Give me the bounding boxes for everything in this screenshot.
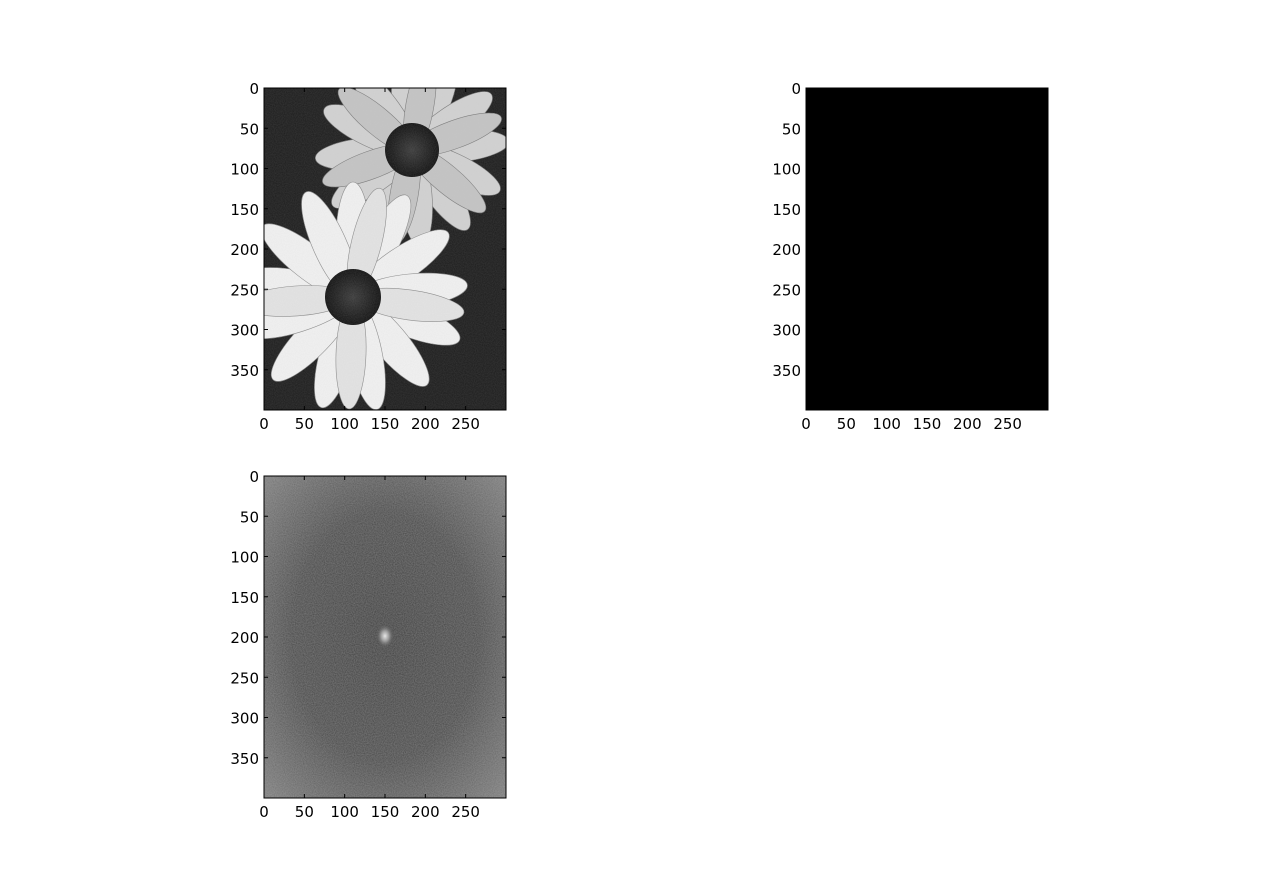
y-tick-label: 250 <box>230 669 259 687</box>
y-tick-label: 0 <box>791 80 801 98</box>
x-tick-label: 200 <box>411 803 440 821</box>
y-tick-label: 150 <box>772 201 801 219</box>
y-tick-label: 250 <box>772 281 801 299</box>
x-tick-label: 250 <box>451 415 480 433</box>
x-tick-label: 100 <box>872 415 901 433</box>
x-tick-label: 100 <box>330 415 359 433</box>
y-tick-label: 300 <box>230 710 259 728</box>
y-tick-label: 0 <box>249 80 259 98</box>
y-tick-labels: 0 50 100 150 200 250 300 350 <box>230 468 259 768</box>
y-tick-label: 200 <box>230 241 259 259</box>
y-tick-label: 200 <box>772 241 801 259</box>
y-tick-label: 350 <box>772 362 801 380</box>
y-tick-label: 100 <box>230 549 259 567</box>
flower-image <box>264 88 506 410</box>
tick-marks <box>805 87 1048 410</box>
y-tick-label: 100 <box>230 161 259 179</box>
black-image <box>806 88 1048 410</box>
y-tick-label: 300 <box>772 322 801 340</box>
x-tick-label: 50 <box>295 415 314 433</box>
y-tick-label: 0 <box>249 468 259 486</box>
subplot-spectrum: 0 50 100 150 200 250 0 50 100 150 200 250 300 350 <box>230 468 507 821</box>
tick-marks <box>263 475 506 798</box>
x-tick-label: 200 <box>411 415 440 433</box>
x-tick-label: 50 <box>295 803 314 821</box>
x-tick-labels: 0 50 100 150 200 250 <box>801 415 1022 433</box>
tick-marks <box>263 87 506 410</box>
spectrum-image <box>264 476 506 798</box>
subplot-flowers: 0 50 100 150 200 250 0 50 100 150 200 250 300 350 <box>230 80 507 433</box>
x-tick-label: 0 <box>259 803 269 821</box>
x-tick-label: 150 <box>371 803 400 821</box>
y-tick-labels: 0 50 100 150 200 250 300 350 <box>772 80 801 380</box>
x-tick-label: 250 <box>993 415 1022 433</box>
y-tick-label: 350 <box>230 750 259 768</box>
x-tick-label: 0 <box>259 415 269 433</box>
y-tick-label: 350 <box>230 362 259 380</box>
subplot-black: 0 50 100 150 200 250 0 50 100 150 200 250 300 350 <box>772 80 1049 433</box>
y-tick-label: 50 <box>782 120 801 138</box>
y-tick-label: 150 <box>230 589 259 607</box>
x-tick-label: 0 <box>801 415 811 433</box>
y-tick-label: 300 <box>230 322 259 340</box>
x-tick-label: 150 <box>371 415 400 433</box>
x-tick-label: 250 <box>451 803 480 821</box>
spectrum-peak <box>376 624 394 648</box>
x-tick-label: 100 <box>330 803 359 821</box>
y-tick-label: 150 <box>230 201 259 219</box>
y-tick-label: 250 <box>230 281 259 299</box>
x-tick-labels: 0 50 100 150 200 250 <box>259 415 480 433</box>
y-tick-label: 50 <box>240 120 259 138</box>
y-tick-label: 50 <box>240 508 259 526</box>
x-tick-labels: 0 50 100 150 200 250 <box>259 803 480 821</box>
x-tick-label: 150 <box>913 415 942 433</box>
y-tick-label: 100 <box>772 161 801 179</box>
y-tick-labels: 0 50 100 150 200 250 300 350 <box>230 80 259 380</box>
x-tick-label: 50 <box>837 415 856 433</box>
y-tick-label: 200 <box>230 629 259 647</box>
x-tick-label: 200 <box>953 415 982 433</box>
